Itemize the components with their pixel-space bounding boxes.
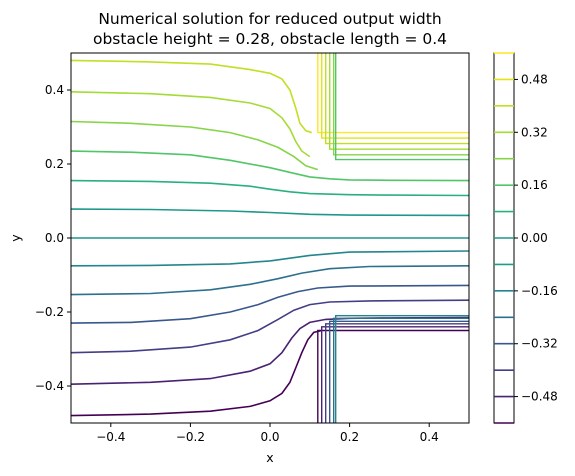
- x-tick-label: 0.4: [420, 430, 439, 444]
- contour-line: [71, 150, 469, 182]
- colorbar-tick-label: −0.48: [521, 390, 558, 404]
- chart-title-line-2: obstacle height = 0.28, obstacle length …: [93, 30, 447, 48]
- colorbar-tick-label: 0.00: [521, 231, 548, 245]
- y-tick-label: 0.4: [45, 83, 64, 97]
- x-tick-label: −0.4: [96, 430, 125, 444]
- obstacle-bottom-band: [321, 326, 469, 423]
- obstacle-bottom-band: [335, 315, 469, 423]
- obstacle-top-band: [317, 53, 469, 134]
- contour-line: [71, 59, 313, 134]
- contour-line: [71, 284, 469, 324]
- colorbar: −0.48 −0.32 −0.16 0.00 0.16 0.32 0.48: [493, 52, 558, 424]
- obstacle-top-band: [335, 53, 469, 161]
- contour-line: [71, 179, 469, 197]
- contour-line: [71, 208, 469, 217]
- x-axis-ticks: −0.4 −0.2 0.0 0.2 0.4: [96, 423, 439, 444]
- obstacle-top-band: [329, 53, 469, 150]
- chart-title-line-1: Numerical solution for reduced output wi…: [98, 10, 441, 28]
- colorbar-tick-label: −0.16: [521, 284, 558, 298]
- x-tick-label: 0.2: [340, 430, 359, 444]
- contour-line: [71, 250, 469, 267]
- obstacle-bottom-band: [333, 317, 469, 423]
- y-axis-label: y: [8, 234, 23, 242]
- obstacle-contour-bands: [317, 53, 469, 423]
- obstacle-bottom-band: [317, 329, 469, 423]
- x-axis-label: x: [266, 450, 273, 465]
- obstacle-top-band: [333, 53, 469, 156]
- y-tick-label: −0.4: [35, 379, 64, 393]
- x-tick-label: 0.0: [260, 430, 279, 444]
- colorbar-tick-label: 0.16: [521, 178, 548, 192]
- obstacle-top-band: [321, 53, 469, 139]
- contour-lines: [71, 59, 469, 417]
- contour-line: [71, 329, 322, 417]
- obstacle-bottom-band: [325, 323, 469, 423]
- colorbar-tick-label: −0.32: [521, 337, 558, 351]
- contour-line: [71, 265, 469, 296]
- obstacle-bottom-band: [329, 320, 469, 423]
- contour-line: [71, 91, 311, 158]
- contour-line: [71, 120, 319, 171]
- y-tick-label: 0.0: [45, 231, 64, 245]
- colorbar-tick-label: 0.48: [521, 72, 548, 86]
- obstacle-top-band: [325, 53, 469, 145]
- contour-line: [71, 299, 469, 354]
- x-tick-label: −0.2: [176, 430, 205, 444]
- colorbar-tick-label: 0.32: [521, 125, 548, 139]
- y-tick-label: 0.2: [45, 157, 64, 171]
- y-axis-ticks: −0.4 −0.2 0.0 0.2 0.4: [35, 83, 71, 393]
- y-tick-label: −0.2: [35, 305, 64, 319]
